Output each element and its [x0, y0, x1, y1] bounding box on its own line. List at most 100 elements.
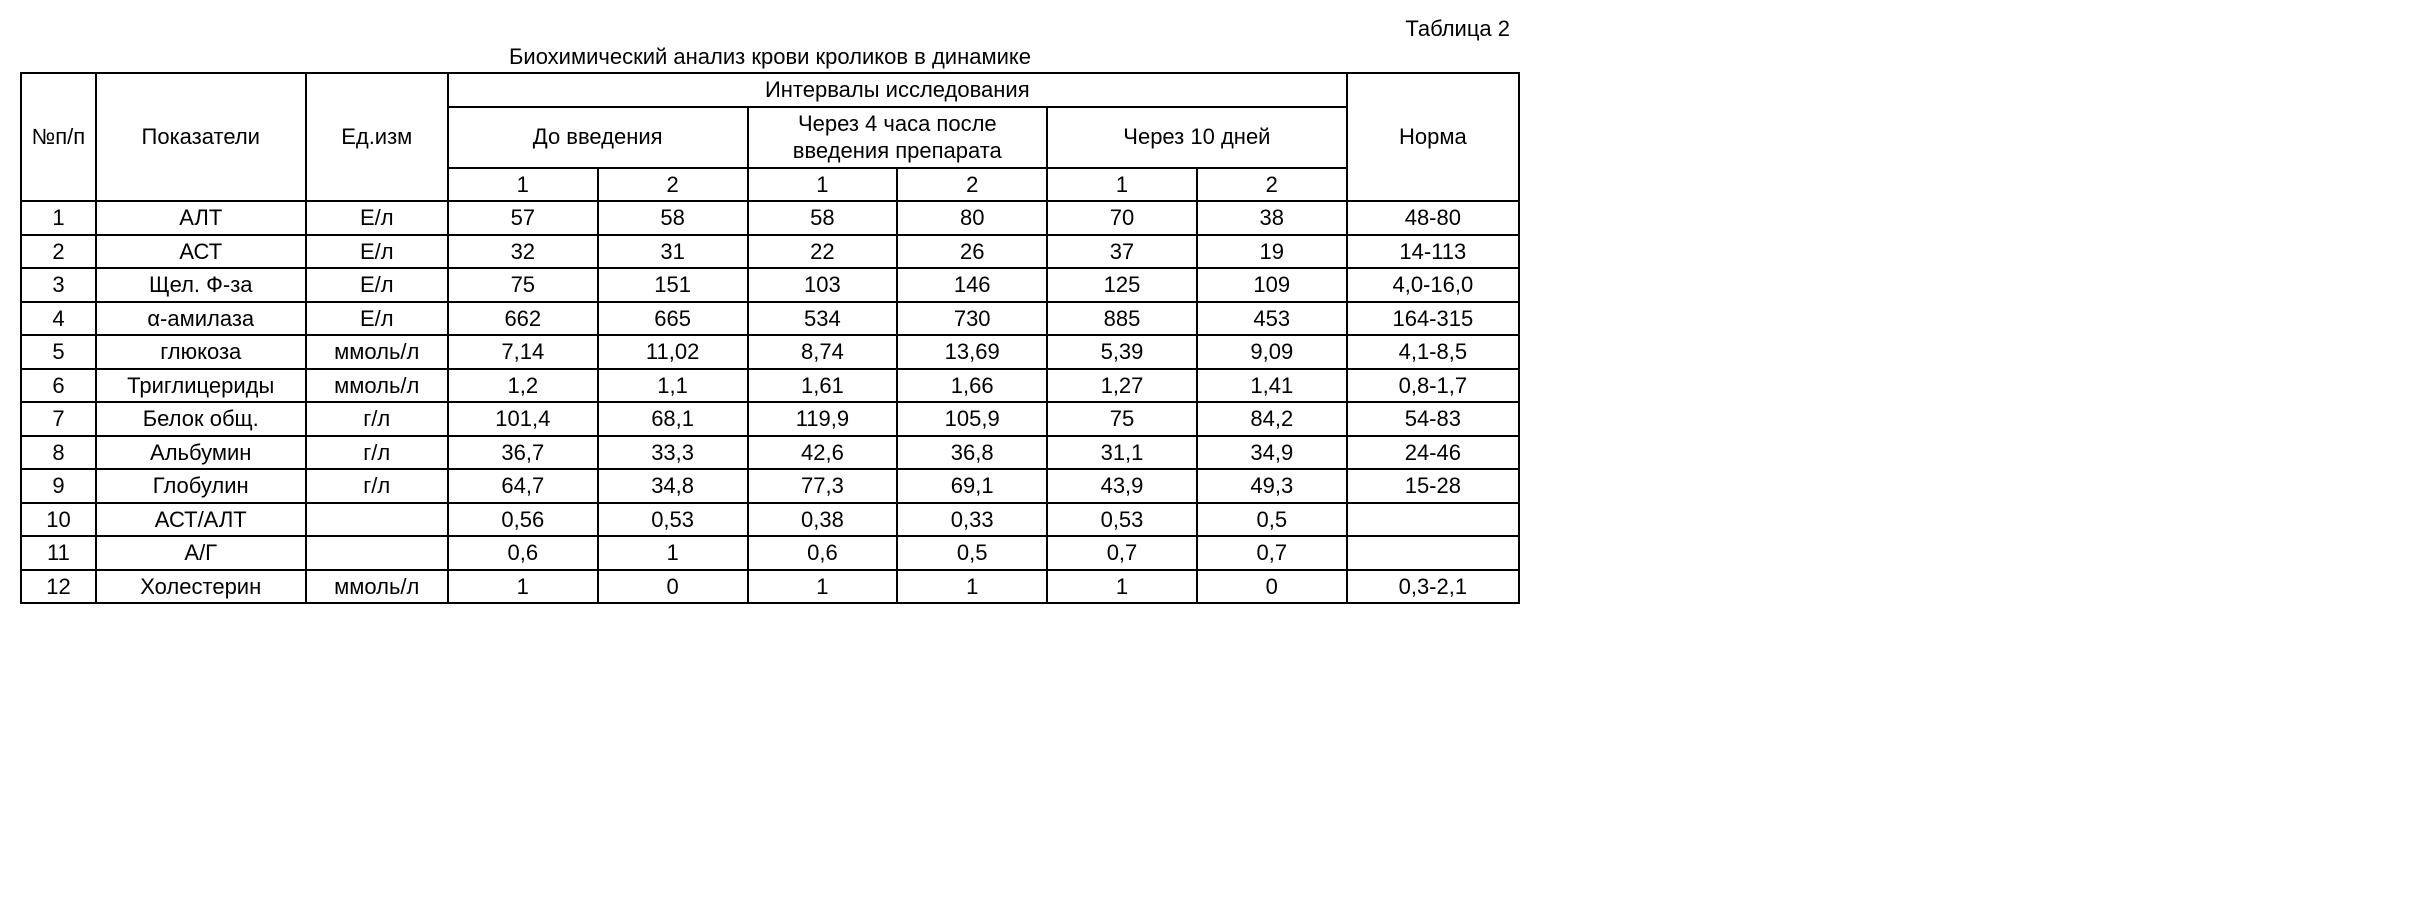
cell-norm: 0,8-1,7 — [1347, 369, 1519, 403]
table-row: 4α-амилазаЕ/л662665534730885453164-315 — [21, 302, 1519, 336]
table-row: 2АСТЕ/л32312226371914-113 — [21, 235, 1519, 269]
cell-norm: 15-28 — [1347, 469, 1519, 503]
cell-unit: Е/л — [306, 302, 448, 336]
cell-val-4h-2: 0,5 — [897, 536, 1047, 570]
cell-val-4h-1: 1 — [748, 570, 898, 604]
cell-val-before-1: 64,7 — [448, 469, 598, 503]
cell-num: 11 — [21, 536, 96, 570]
cell-val-before-1: 57 — [448, 201, 598, 235]
header-indicator: Показатели — [96, 73, 306, 201]
cell-num: 9 — [21, 469, 96, 503]
cell-val-10d-1: 885 — [1047, 302, 1197, 336]
cell-val-4h-1: 77,3 — [748, 469, 898, 503]
cell-val-4h-2: 1 — [897, 570, 1047, 604]
cell-val-before-2: 33,3 — [598, 436, 748, 470]
cell-val-10d-1: 43,9 — [1047, 469, 1197, 503]
cell-val-10d-2: 84,2 — [1197, 402, 1347, 436]
cell-val-before-2: 68,1 — [598, 402, 748, 436]
cell-val-4h-1: 0,38 — [748, 503, 898, 537]
header-intervals: Интервалы исследования — [448, 73, 1347, 107]
cell-val-4h-2: 146 — [897, 268, 1047, 302]
cell-val-4h-2: 36,8 — [897, 436, 1047, 470]
cell-val-before-2: 0 — [598, 570, 748, 604]
cell-val-before-1: 0,6 — [448, 536, 598, 570]
cell-val-10d-1: 0,7 — [1047, 536, 1197, 570]
cell-num: 1 — [21, 201, 96, 235]
cell-val-before-2: 31 — [598, 235, 748, 269]
header-unit: Ед.изм — [306, 73, 448, 201]
header-sub-10d-1: 1 — [1047, 168, 1197, 202]
header-norm: Норма — [1347, 73, 1519, 201]
cell-indicator: АСТ/АЛТ — [96, 503, 306, 537]
cell-unit — [306, 503, 448, 537]
cell-val-10d-2: 38 — [1197, 201, 1347, 235]
table-row: 1АЛТЕ/л57585880703848-80 — [21, 201, 1519, 235]
cell-val-4h-1: 42,6 — [748, 436, 898, 470]
cell-val-10d-2: 34,9 — [1197, 436, 1347, 470]
cell-num: 5 — [21, 335, 96, 369]
cell-unit: ммоль/л — [306, 369, 448, 403]
cell-indicator: Холестерин — [96, 570, 306, 604]
cell-val-4h-2: 1,66 — [897, 369, 1047, 403]
cell-unit: г/л — [306, 469, 448, 503]
cell-val-4h-1: 1,61 — [748, 369, 898, 403]
cell-val-10d-2: 19 — [1197, 235, 1347, 269]
cell-val-10d-2: 453 — [1197, 302, 1347, 336]
cell-num: 12 — [21, 570, 96, 604]
cell-norm: 54-83 — [1347, 402, 1519, 436]
cell-indicator: Триглицериды — [96, 369, 306, 403]
header-sub-10d-2: 2 — [1197, 168, 1347, 202]
cell-indicator: глюкоза — [96, 335, 306, 369]
cell-val-before-1: 7,14 — [448, 335, 598, 369]
header-sub-before-1: 1 — [448, 168, 598, 202]
cell-val-before-2: 34,8 — [598, 469, 748, 503]
cell-val-before-1: 32 — [448, 235, 598, 269]
cell-num: 3 — [21, 268, 96, 302]
table-row: 8Альбуминг/л36,733,342,636,831,134,924-4… — [21, 436, 1519, 470]
table-row: 7Белок общ.г/л101,468,1119,9105,97584,25… — [21, 402, 1519, 436]
header-interval-4h: Через 4 часа после введения препарата — [748, 107, 1048, 168]
biochem-table: №п/п Показатели Ед.изм Интервалы исследо… — [20, 72, 1520, 604]
header-interval-before: До введения — [448, 107, 748, 168]
cell-val-4h-2: 13,69 — [897, 335, 1047, 369]
cell-norm: 0,3-2,1 — [1347, 570, 1519, 604]
cell-unit: г/л — [306, 436, 448, 470]
cell-indicator: Глобулин — [96, 469, 306, 503]
cell-norm: 24-46 — [1347, 436, 1519, 470]
cell-val-4h-2: 0,33 — [897, 503, 1047, 537]
cell-num: 7 — [21, 402, 96, 436]
cell-norm: 14-113 — [1347, 235, 1519, 269]
cell-val-4h-1: 119,9 — [748, 402, 898, 436]
cell-norm: 48-80 — [1347, 201, 1519, 235]
cell-val-before-2: 58 — [598, 201, 748, 235]
header-interval-10d: Через 10 дней — [1047, 107, 1347, 168]
cell-val-10d-2: 0,5 — [1197, 503, 1347, 537]
cell-indicator: Белок общ. — [96, 402, 306, 436]
cell-val-10d-2: 1,41 — [1197, 369, 1347, 403]
cell-val-before-2: 1 — [598, 536, 748, 570]
table-caption: Биохимический анализ крови кроликов в ди… — [20, 44, 1520, 70]
cell-norm: 4,0-16,0 — [1347, 268, 1519, 302]
cell-val-10d-1: 1,27 — [1047, 369, 1197, 403]
cell-val-10d-1: 31,1 — [1047, 436, 1197, 470]
cell-unit — [306, 536, 448, 570]
cell-val-10d-1: 1 — [1047, 570, 1197, 604]
cell-val-4h-1: 534 — [748, 302, 898, 336]
cell-val-4h-2: 69,1 — [897, 469, 1047, 503]
cell-val-before-1: 36,7 — [448, 436, 598, 470]
cell-val-4h-2: 730 — [897, 302, 1047, 336]
cell-norm — [1347, 503, 1519, 537]
cell-indicator: Альбумин — [96, 436, 306, 470]
cell-val-before-1: 101,4 — [448, 402, 598, 436]
cell-val-before-1: 75 — [448, 268, 598, 302]
cell-val-10d-2: 49,3 — [1197, 469, 1347, 503]
table-row: 3Щел. Ф-заЕ/л751511031461251094,0-16,0 — [21, 268, 1519, 302]
cell-val-before-2: 151 — [598, 268, 748, 302]
cell-unit: ммоль/л — [306, 335, 448, 369]
cell-unit: Е/л — [306, 201, 448, 235]
cell-val-10d-1: 5,39 — [1047, 335, 1197, 369]
cell-val-before-2: 11,02 — [598, 335, 748, 369]
cell-val-before-2: 665 — [598, 302, 748, 336]
cell-val-10d-1: 75 — [1047, 402, 1197, 436]
cell-val-10d-1: 37 — [1047, 235, 1197, 269]
